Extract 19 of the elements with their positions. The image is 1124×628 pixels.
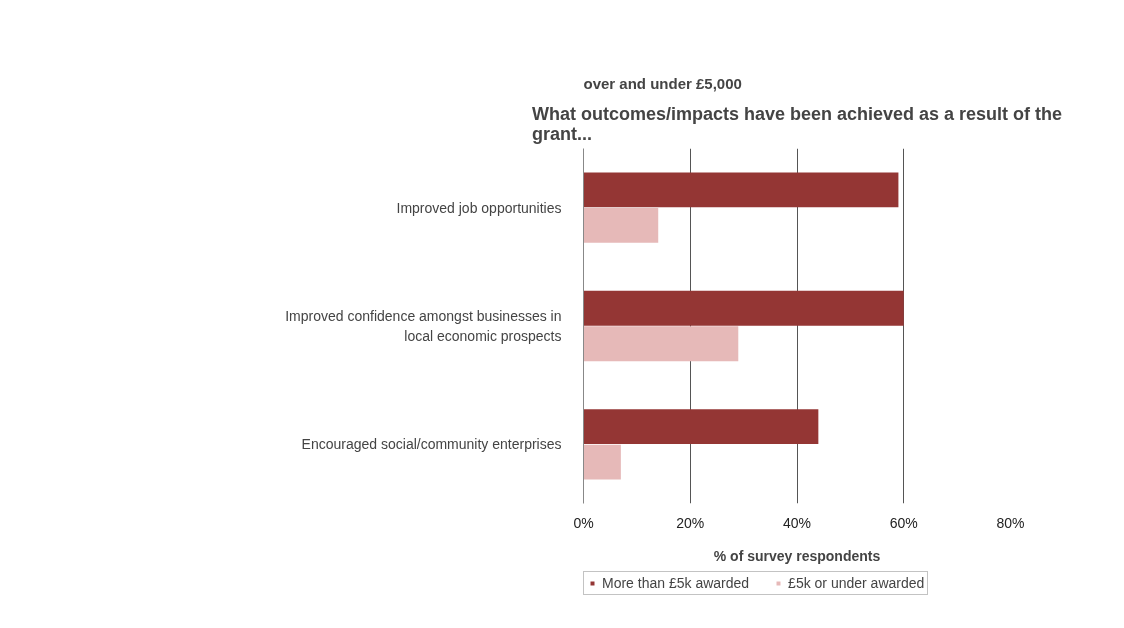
x-axis-title: % of survey respondents [713,547,881,564]
x-tick-label: 0% [573,514,594,531]
chart-title: What outcomes/impacts have been achieved as a result of the grant... [531,103,1063,144]
bar [583,290,904,326]
x-tick-label: 20% [676,514,705,531]
bar [583,208,659,243]
bar [583,172,899,208]
bar [583,444,621,480]
legend-label: £5k or under awarded [788,575,925,591]
x-tick-label: 60% [889,514,918,531]
text: over and under £5,000 [583,74,742,92]
bar [583,409,819,444]
y-tick-label: Improved confidence amongst businesses in local economic prospects [285,308,562,344]
x-tick-label: 80% [996,514,1025,531]
x-tick-label: 40% [782,514,812,531]
y-tick-label: Encouraged social/community enterprises [301,436,562,453]
bar [583,326,739,362]
legend-label: More than £5k awarded [602,575,750,591]
y-tick-label: Improved job opportunities [396,199,562,216]
